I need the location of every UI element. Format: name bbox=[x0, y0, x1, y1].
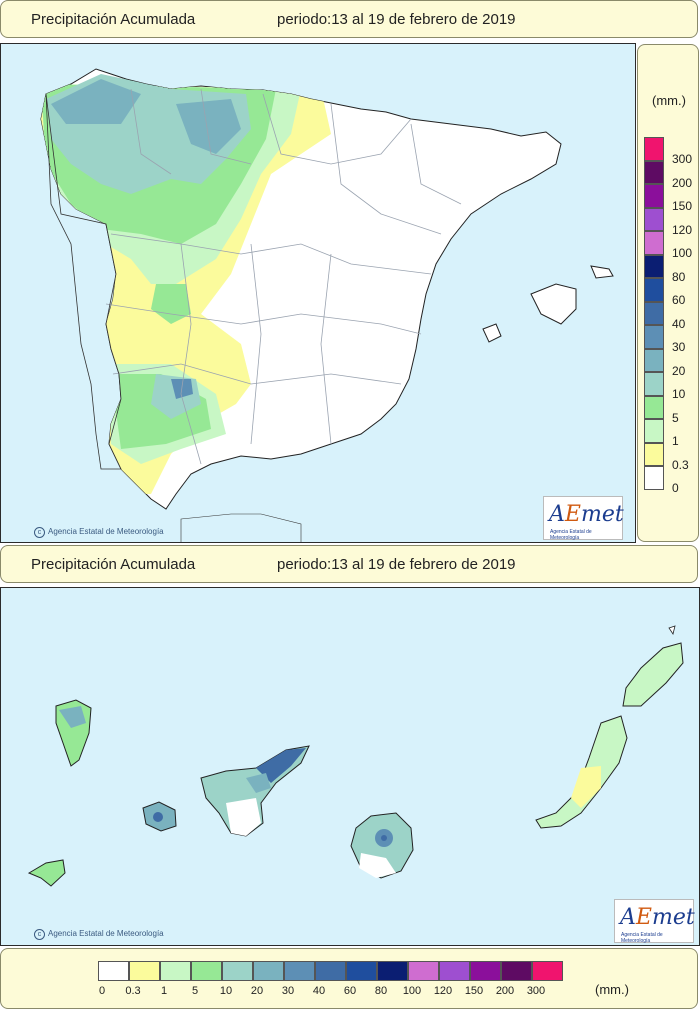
legend-unit-bottom: (mm.) bbox=[595, 982, 629, 997]
legend-label-v: 80 bbox=[672, 269, 686, 284]
africa-coast bbox=[180, 513, 302, 542]
legend-label-h: 80 bbox=[374, 985, 388, 997]
ibiza-island bbox=[482, 323, 502, 343]
legend-swatch-v bbox=[644, 419, 664, 443]
legend-label-h: 150 bbox=[464, 985, 484, 997]
legend-swatch-h bbox=[222, 961, 253, 981]
legend-label-h: 200 bbox=[495, 985, 515, 997]
legend-swatch-v bbox=[644, 184, 664, 208]
aemet-logo-top: AEmet Agencia Estatal de Meteorología bbox=[543, 496, 624, 541]
legend-swatch-v bbox=[644, 325, 664, 349]
legend-label-h: 1 bbox=[160, 985, 168, 997]
province-borders bbox=[105, 88, 462, 465]
legend-label-v: 120 bbox=[672, 222, 693, 237]
legend-swatch-h bbox=[253, 961, 284, 981]
portugal-outline bbox=[45, 93, 122, 470]
canarias-map: c Agencia Estatal de Meteorología AEmet A… bbox=[0, 587, 700, 946]
canarias-map-svg bbox=[27, 625, 684, 887]
legend-swatch-v bbox=[644, 231, 664, 255]
el-hierro-island bbox=[27, 859, 66, 887]
legend-label-v: 100 bbox=[672, 246, 693, 260]
legend-label-v: 300 bbox=[672, 152, 693, 166]
legend-swatch-v bbox=[644, 207, 664, 231]
legend-horizontal: 0 0.3 1 5 10 20 30 40 60 80 100 120 150 200 300 (mm.) bbox=[0, 948, 698, 1009]
legend-label-h: 120 bbox=[433, 985, 453, 997]
legend-label-v: 1 bbox=[672, 434, 679, 448]
credit-text-top: c Agencia Estatal de Meteorología bbox=[34, 527, 164, 538]
legend-label-v: 40 bbox=[672, 316, 686, 331]
map-period: periodo:13 al 19 de febrero de 2019 bbox=[277, 11, 516, 28]
legend-swatch-h bbox=[439, 961, 470, 981]
legend-unit-right: (mm.) bbox=[652, 93, 686, 108]
mallorca-island bbox=[530, 283, 577, 325]
legend-swatch-v bbox=[644, 301, 664, 325]
legend-label-h: 60 bbox=[343, 985, 357, 997]
legend-swatch-h bbox=[191, 961, 222, 981]
credit-text-bottom: c Agencia Estatal de Meteorología bbox=[34, 929, 164, 940]
legend-swatch-h bbox=[377, 961, 408, 981]
legend-swatch-v bbox=[644, 160, 664, 184]
legend-label-h: 10 bbox=[219, 985, 233, 997]
legend-swatch-h bbox=[129, 961, 160, 981]
legend-label-h: 300 bbox=[526, 985, 546, 997]
legend-vertical: (mm.) 300 200 150 120 100 80 60 40 30 20 10 5 1 0.3 0 bbox=[637, 44, 699, 542]
legend-swatch-h bbox=[532, 961, 563, 981]
legend-swatch-v bbox=[644, 348, 664, 372]
legend-label-v: 150 bbox=[672, 199, 693, 213]
bottom-title-banner: Precipitación Acumulada periodo:13 al 19… bbox=[0, 545, 698, 583]
legend-swatch-v bbox=[644, 254, 664, 278]
legend-swatch-h bbox=[346, 961, 377, 981]
legend-label-h: 30 bbox=[281, 985, 295, 997]
canarias-period: periodo:13 al 19 de febrero de 2019 bbox=[277, 556, 516, 573]
legend-swatch-v bbox=[644, 395, 664, 419]
legend-label-v: 20 bbox=[672, 363, 686, 378]
legend-label-h: 20 bbox=[250, 985, 264, 997]
legend-label-h: 5 bbox=[191, 985, 199, 997]
legend-swatch-h bbox=[470, 961, 501, 981]
legend-label-v: 5 bbox=[672, 410, 679, 425]
legend-swatch-h bbox=[315, 961, 346, 981]
canarias-title: Precipitación Acumulada bbox=[31, 556, 196, 573]
legend-label-v: 30 bbox=[672, 340, 686, 354]
legend-label-h: 100 bbox=[402, 985, 422, 997]
top-title-banner: Precipitación Acumulada periodo:13 al 19… bbox=[0, 0, 698, 38]
menorca-island bbox=[590, 265, 614, 279]
legend-label-v: 0 bbox=[672, 481, 679, 495]
legend-label-h: 0.3 bbox=[125, 985, 141, 997]
legend-label-v: 0.3 bbox=[672, 457, 689, 472]
legend-label-v: 200 bbox=[672, 175, 693, 190]
legend-swatch-v bbox=[644, 137, 664, 161]
lanzarote-island bbox=[622, 642, 684, 707]
legend-label-h: 40 bbox=[312, 985, 326, 997]
legend-swatch-h bbox=[160, 961, 191, 981]
peninsula-map-svg bbox=[40, 68, 614, 542]
legend-swatch-v bbox=[644, 278, 664, 302]
aemet-logo-bottom: AEmet Agencia Estatal de Meteorología bbox=[614, 899, 695, 944]
legend-swatch-h bbox=[284, 961, 315, 981]
legend-swatch-v bbox=[644, 442, 664, 466]
map-title: Precipitación Acumulada bbox=[31, 11, 196, 28]
legend-swatch-h bbox=[501, 961, 532, 981]
legend-swatch-h bbox=[408, 961, 439, 981]
legend-swatch-v bbox=[644, 466, 664, 490]
peninsula-map: c Agencia Estatal de Meteorología AEmet A… bbox=[0, 43, 636, 543]
legend-swatch-h bbox=[98, 961, 129, 981]
legend-label-v: 60 bbox=[672, 293, 686, 307]
legend-label-v: 10 bbox=[672, 387, 686, 401]
legend-swatch-v bbox=[644, 372, 664, 396]
legend-label-h: 0 bbox=[98, 985, 106, 997]
